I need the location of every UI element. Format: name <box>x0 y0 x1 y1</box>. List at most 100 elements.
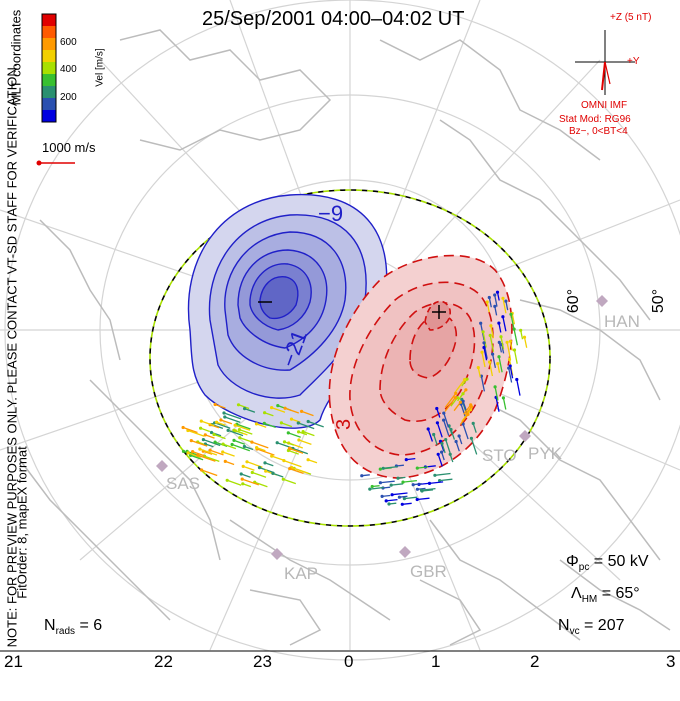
velocity-vector <box>442 419 450 436</box>
velocity-vector <box>511 313 516 325</box>
mlt-tick-2: 2 <box>530 652 540 671</box>
velocity-vector <box>494 386 499 401</box>
velocity-vector <box>513 349 518 364</box>
velocity-vector <box>461 409 472 422</box>
stat-hmb-latitude: ΛHM = 65° <box>571 585 640 606</box>
velocity-vector <box>264 462 274 467</box>
velocity-vector <box>203 438 221 447</box>
velocity-vector <box>244 445 254 451</box>
velocity-vector <box>283 478 297 485</box>
velocity-vector <box>205 434 215 439</box>
velocity-vector <box>453 379 466 394</box>
velocity-vector <box>463 404 472 415</box>
contour-label-negative-9: −9 <box>318 201 343 226</box>
map-title: 25/Sep/2001 04:00–04:02 UT <box>202 8 465 30</box>
velocity-vector <box>460 403 467 418</box>
stat-cross-polar-potential: Φpc = 50 kV <box>566 553 649 574</box>
velocity-vector <box>488 297 492 308</box>
velocity-vector <box>494 306 498 316</box>
velocity-vector <box>502 298 507 314</box>
colorbar-swatch <box>42 62 56 75</box>
imf-y-label: +Y <box>627 56 640 67</box>
velocity-vector <box>498 342 503 353</box>
velocity-vector <box>472 423 477 433</box>
velocity-vector <box>264 412 274 417</box>
velocity-vector <box>444 397 456 412</box>
colorbar-tick-200: 200 <box>60 92 77 103</box>
velocity-vector <box>190 454 204 461</box>
velocity-vector <box>439 478 453 482</box>
velocity-vectors <box>181 290 528 506</box>
velocity-vector <box>436 408 441 418</box>
velocity-vector <box>450 429 456 440</box>
velocity-vector <box>222 451 235 457</box>
station-label-sas: SAS <box>166 474 201 493</box>
velocity-vector <box>241 478 260 486</box>
station-label-kap: KAP <box>284 564 319 583</box>
velocity-vector <box>458 435 463 445</box>
velocity-vector <box>264 422 276 429</box>
imf-z-label: +Z (5 nT) <box>610 12 652 23</box>
colorbar-swatch <box>42 26 56 39</box>
velocity-vector <box>505 300 509 311</box>
velocity-vector <box>482 331 487 348</box>
velocity-vector <box>470 438 478 455</box>
velocity-vector <box>214 403 226 409</box>
velocity-vector <box>201 420 215 427</box>
velocity-vector <box>496 292 500 301</box>
velocity-vector <box>506 342 511 359</box>
velocity-vector <box>444 393 457 408</box>
velocity-vector <box>392 492 408 496</box>
velocity-vector <box>301 410 314 417</box>
velocity-vector <box>242 483 252 488</box>
velocity-vector <box>272 472 284 478</box>
velocity-vector <box>298 439 312 446</box>
velocity-vector <box>199 448 218 456</box>
velocity-vector <box>289 467 304 475</box>
velocity-vector <box>459 414 469 425</box>
fit-info: FitOrder: 8, mapEX format <box>14 446 30 599</box>
velocity-vector <box>213 433 226 440</box>
velocity-vector <box>462 423 469 440</box>
mlt-tick-21: 21 <box>4 652 23 671</box>
colorbar-tick-600: 600 <box>60 37 77 48</box>
velocity-vector <box>256 423 267 428</box>
velocity-vector <box>205 443 214 448</box>
velocity-vector <box>397 476 406 479</box>
velocity-vector <box>222 443 237 450</box>
velocity-vector <box>271 455 285 462</box>
velocity-vector <box>483 347 488 361</box>
colorbar-frame <box>41 13 57 123</box>
station-markers <box>156 295 608 560</box>
velocity-vector <box>214 441 228 448</box>
velocity-vector <box>203 450 213 455</box>
mlt-tick-1: 1 <box>431 652 441 671</box>
colorbar-swatch <box>42 98 56 111</box>
velocity-vector <box>443 412 450 428</box>
velocity-vector <box>238 404 250 410</box>
velocity-vector <box>283 459 302 468</box>
velocity-vector <box>214 422 231 429</box>
velocity-vector <box>298 422 315 430</box>
velocity-vector <box>455 441 460 452</box>
velocity-vector <box>240 473 251 478</box>
positive-potential-cell <box>328 254 513 479</box>
velocity-vector <box>192 450 205 457</box>
velocity-vector <box>486 301 490 313</box>
colorbar-unit: Vel [m/s] <box>94 48 106 87</box>
velocity-vector <box>271 406 286 413</box>
velocity-vector <box>497 363 501 373</box>
velocity-vector <box>298 431 308 436</box>
colorbar-swatch <box>42 38 56 51</box>
velocity-vector <box>200 427 211 433</box>
velocity-vector <box>288 432 301 438</box>
velocity-vector <box>225 460 235 466</box>
velocity-vector <box>281 422 293 428</box>
velocity-vector <box>386 498 398 502</box>
velocity-vector <box>483 342 488 359</box>
velocity-vector <box>513 328 519 346</box>
latitude-label-60: 60° <box>565 288 583 314</box>
mlt-tick-3: 3 <box>666 652 676 671</box>
velocity-vector <box>457 393 464 402</box>
velocity-vector <box>223 412 242 420</box>
